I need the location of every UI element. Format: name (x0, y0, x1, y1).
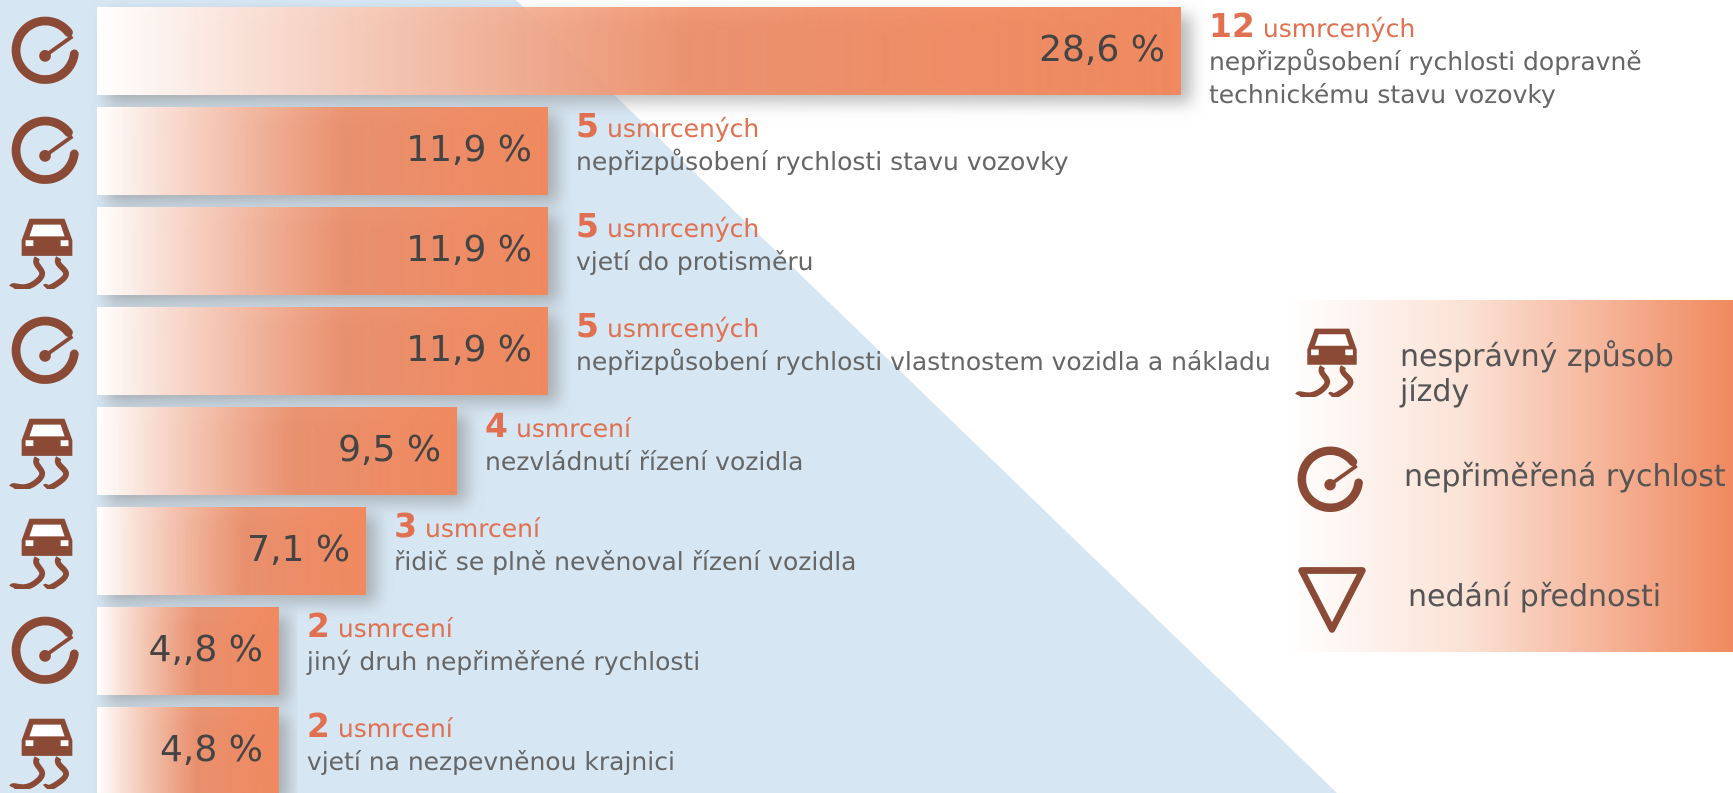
legend-label: nesprávný způsob jízdy (1400, 339, 1674, 409)
value-label: 11,9 % (406, 229, 532, 270)
annotation: 5 usmrcených nepřizpůsobení rychlosti vlas… (576, 309, 1271, 378)
bar (97, 107, 549, 195)
value-label: 11,9 % (406, 329, 532, 370)
count-unit: usmrcení (337, 614, 453, 643)
count-unit: usmrcení (425, 514, 540, 543)
value-label: 7,1 % (247, 529, 351, 570)
count-line: 5 usmrcených (576, 209, 813, 245)
count: 3 (394, 506, 418, 545)
legend-label: nepřiměřená rychlost (1404, 459, 1726, 494)
bar (97, 7, 1181, 95)
annotation: 5 usmrcených vjetí do protisměru (576, 209, 813, 278)
description: nepřizpůsobení rychlosti dopravně techni… (1208, 47, 1642, 109)
description: nepřizpůsobení rychlosti stavu vozovky (576, 147, 1069, 176)
annotation: 4 usmrcení nezvládnutí řízení vozidla (485, 409, 803, 478)
count-unit: usmrcených (606, 214, 760, 243)
count-unit: usmrcení (516, 414, 631, 443)
description: vjetí do protisměru (576, 247, 814, 276)
count: 5 (576, 306, 599, 345)
count-unit: usmrcených (1262, 14, 1416, 43)
count-unit: usmrcených (606, 114, 760, 143)
bar (97, 707, 279, 793)
count-line: 5 usmrcených (576, 309, 1271, 345)
count: 4 (485, 406, 509, 445)
count-line: 4 usmrcení (485, 409, 803, 445)
description: řidič se plně nevěnoval řízení vozidla (394, 547, 857, 576)
annotation: 3 usmrcení řidič se plně nevěnoval řízení … (394, 509, 856, 578)
description: nezvládnutí řízení vozidla (485, 447, 804, 476)
count-line: 12 usmrcených (1209, 9, 1663, 45)
bar (97, 207, 549, 295)
count-line: 2 usmrcení (307, 609, 700, 645)
value-label: 9,5 % (338, 429, 442, 470)
count: 5 (576, 106, 599, 145)
count-line: 3 usmrcení (394, 509, 856, 545)
bar (97, 607, 279, 695)
annotation: 2 usmrcení vjetí na nezpevněnou krajnici (307, 709, 675, 778)
value-label: 4,8 % (160, 729, 263, 770)
bar (97, 307, 549, 395)
count: 12 (1208, 6, 1255, 45)
count-unit: usmrcení (337, 714, 453, 743)
description: nepřizpůsobení rychlosti vlastnostem voz… (576, 347, 1271, 376)
count: 2 (306, 706, 330, 745)
count: 2 (306, 606, 330, 645)
annotation: 12 usmrcených nepřizpůsobení rychlosti dop… (1209, 9, 1663, 111)
value-label: 4,,8 % (148, 629, 263, 670)
description: jiný druh nepřiměřené rychlosti (306, 647, 701, 676)
count-line: 5 usmrcených (576, 109, 1069, 145)
count: 5 (576, 206, 599, 245)
bar (97, 507, 367, 595)
bar (97, 407, 458, 495)
annotation: 2 usmrcení jiný druh nepřiměřené rychlosti (307, 609, 700, 678)
description: vjetí na nezpevněnou krajnici (306, 747, 675, 776)
value-label: 28,6 % (1039, 29, 1165, 70)
value-label: 11,9 % (406, 129, 532, 170)
legend-label: nedání přednosti (1408, 579, 1662, 614)
legend-panel (1287, 300, 1733, 652)
annotation: 5 usmrcených nepřizpůsobení rychlosti stav… (576, 109, 1069, 178)
count-line: 2 usmrcení (307, 709, 675, 745)
count-unit: usmrcených (606, 314, 760, 343)
